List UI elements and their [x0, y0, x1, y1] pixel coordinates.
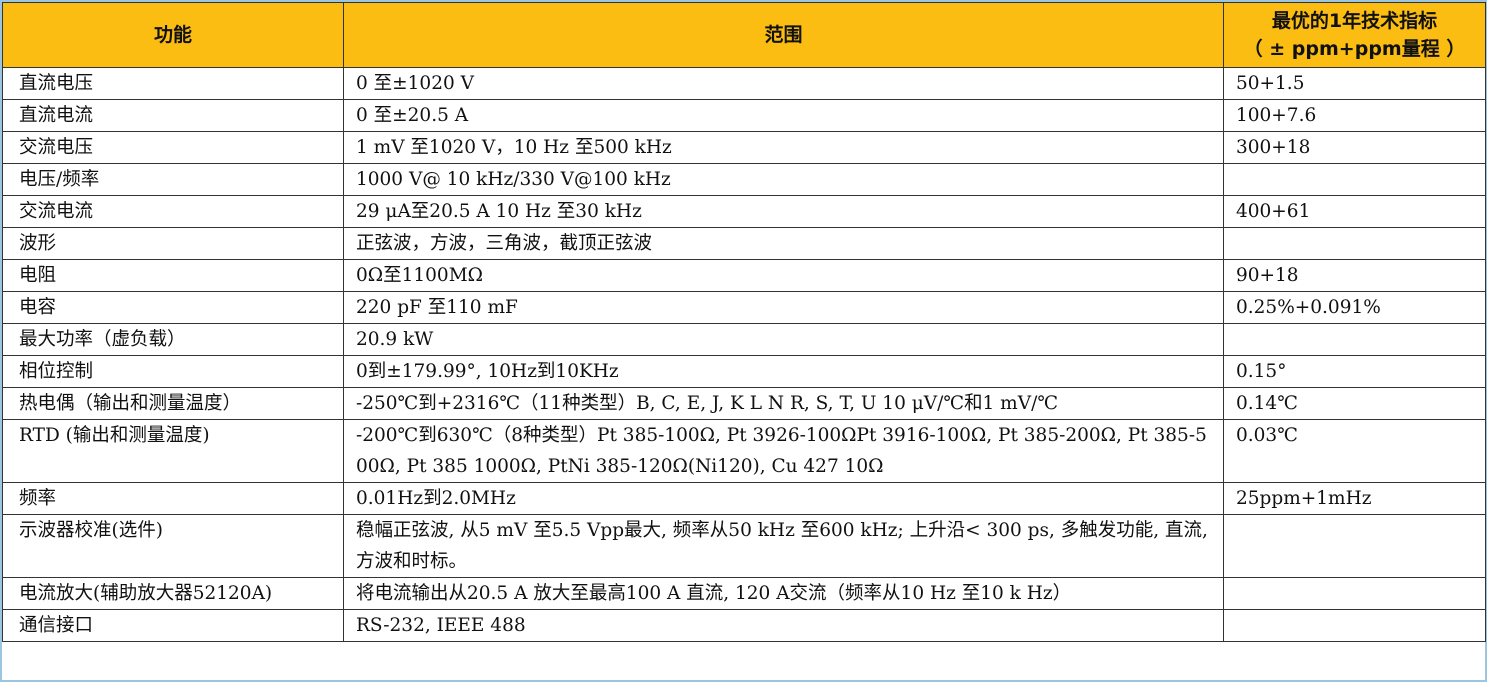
table-row: 电流放大(辅助放大器52120A) 将电流输出从20.5 A 放大至最高100 A…	[2, 577, 1486, 610]
function-cell: 电压/频率	[2, 163, 344, 196]
spec-cell: 25ppm+1mHz	[1223, 482, 1486, 515]
range-cell: 220 pF 至110 mF	[343, 291, 1224, 324]
table-row: RTD (输出和测量温度) -200℃到630℃（8种类型）Pt 385-100Ω…	[2, 419, 1486, 483]
function-cell: 示波器校准(选件)	[2, 514, 344, 578]
table-row: 通信接口 RS-232, IEEE 488	[2, 609, 1486, 642]
spec-cell: 0.25%+0.091%	[1223, 291, 1486, 324]
range-cell: 0Ω至1100MΩ	[343, 259, 1224, 292]
range-cell: 0.01Hz到2.0MHz	[343, 482, 1224, 515]
table-row: 热电偶（输出和测量温度） -250℃到+2316℃（11种类型）B, C, E, …	[2, 387, 1486, 420]
header-row: 功能 范围 最优的1年技术指标 （ ± ppm+ppm量程 ）	[2, 2, 1486, 68]
table-header: 功能 范围 最优的1年技术指标 （ ± ppm+ppm量程 ）	[2, 2, 1486, 68]
spec-cell	[1223, 163, 1486, 196]
function-cell: 电流放大(辅助放大器52120A)	[2, 577, 344, 610]
spec-cell	[1223, 227, 1486, 260]
table-row: 示波器校准(选件) 稳幅正弦波, 从5 mV 至5.5 Vpp最大, 频率从50 …	[2, 514, 1486, 578]
range-cell: 稳幅正弦波, 从5 mV 至5.5 Vpp最大, 频率从50 kHz 至600 …	[343, 514, 1224, 578]
function-cell: 直流电压	[2, 67, 344, 100]
function-cell: 最大功率（虚负载）	[2, 323, 344, 356]
table-row: 电容 220 pF 至110 mF 0.25%+0.091%	[2, 291, 1486, 324]
spec-cell: 50+1.5	[1223, 67, 1486, 100]
table-row: 直流电压 0 至±1020 V 50+1.5	[2, 67, 1486, 100]
range-cell: 0 至±1020 V	[343, 67, 1224, 100]
range-cell: -200℃到630℃（8种类型）Pt 385-100Ω, Pt 3926-100…	[343, 419, 1224, 483]
function-cell: 交流电压	[2, 131, 344, 164]
header-cell: 最优的1年技术指标 （ ± ppm+ppm量程 ）	[1223, 2, 1486, 68]
function-cell: 相位控制	[2, 355, 344, 388]
function-cell: 交流电流	[2, 195, 344, 228]
spec-cell: 400+61	[1223, 195, 1486, 228]
spec-cell: 0.03℃	[1223, 419, 1486, 483]
spec-cell: 100+7.6	[1223, 99, 1486, 132]
range-cell: -250℃到+2316℃（11种类型）B, C, E, J, K L N R, …	[343, 387, 1224, 420]
table-row: 波形 正弦波，方波，三角波，截顶正弦波	[2, 227, 1486, 260]
header-cell: 范围	[343, 2, 1224, 68]
spec-cell: 0.15°	[1223, 355, 1486, 388]
spec-cell: 300+18	[1223, 131, 1486, 164]
range-cell: 0 至±20.5 A	[343, 99, 1224, 132]
table-row: 最大功率（虚负载） 20.9 kW	[2, 323, 1486, 356]
range-cell: 正弦波，方波，三角波，截顶正弦波	[343, 227, 1224, 260]
table-row: 电压/频率 1000 V@ 10 kHz/330 V@100 kHz	[2, 163, 1486, 196]
function-cell: 电容	[2, 291, 344, 324]
function-cell: 波形	[2, 227, 344, 260]
spec-cell	[1223, 609, 1486, 642]
table-row: 直流电流 0 至±20.5 A 100+7.6	[2, 99, 1486, 132]
range-cell: 29 μA至20.5 A 10 Hz 至30 kHz	[343, 195, 1224, 228]
table-row: 相位控制 0到±179.99°, 10Hz到10KHz 0.15°	[2, 355, 1486, 388]
spec-cell	[1223, 323, 1486, 356]
spec-cell	[1223, 577, 1486, 610]
function-cell: 电阻	[2, 259, 344, 292]
function-cell: RTD (输出和测量温度)	[2, 419, 344, 483]
spec-cell: 0.14℃	[1223, 387, 1486, 420]
table-row: 电阻 0Ω至1100MΩ 90+18	[2, 259, 1486, 292]
function-cell: 直流电流	[2, 99, 344, 132]
range-cell: 20.9 kW	[343, 323, 1224, 356]
spec-cell	[1223, 514, 1486, 578]
range-cell: 1000 V@ 10 kHz/330 V@100 kHz	[343, 163, 1224, 196]
header-cell: 功能	[2, 2, 344, 68]
header-text: 最优的1年技术指标	[1271, 10, 1438, 32]
table-body: 直流电压 0 至±1020 V 50+1.5 直流电流 0 至±20.5 A 100+7.…	[2, 67, 1486, 642]
range-cell: RS-232, IEEE 488	[343, 609, 1224, 642]
range-cell: 0到±179.99°, 10Hz到10KHz	[343, 355, 1224, 388]
function-cell: 热电偶（输出和测量温度）	[2, 387, 344, 420]
function-cell: 频率	[2, 482, 344, 515]
header-text: 功能	[153, 24, 192, 46]
table-row: 交流电压 1 mV 至1020 V，10 Hz 至500 kHz 300+18	[2, 131, 1486, 164]
header-text: 范围	[764, 24, 803, 46]
spec-table: 功能 范围 最优的1年技术指标 （ ± ppm+ppm量程 ） 直流电压 0 至±102…	[2, 2, 1486, 642]
table-row: 交流电流 29 μA至20.5 A 10 Hz 至30 kHz 400+61	[2, 195, 1486, 228]
range-cell: 1 mV 至1020 V，10 Hz 至500 kHz	[343, 131, 1224, 164]
range-cell: 将电流输出从20.5 A 放大至最高100 A 直流, 120 A交流（频率从1…	[343, 577, 1224, 610]
table-row: 频率 0.01Hz到2.0MHz 25ppm+1mHz	[2, 482, 1486, 515]
header-text: （ ± ppm+ppm量程 ）	[1243, 38, 1466, 60]
spec-cell: 90+18	[1223, 259, 1486, 292]
function-cell: 通信接口	[2, 609, 344, 642]
